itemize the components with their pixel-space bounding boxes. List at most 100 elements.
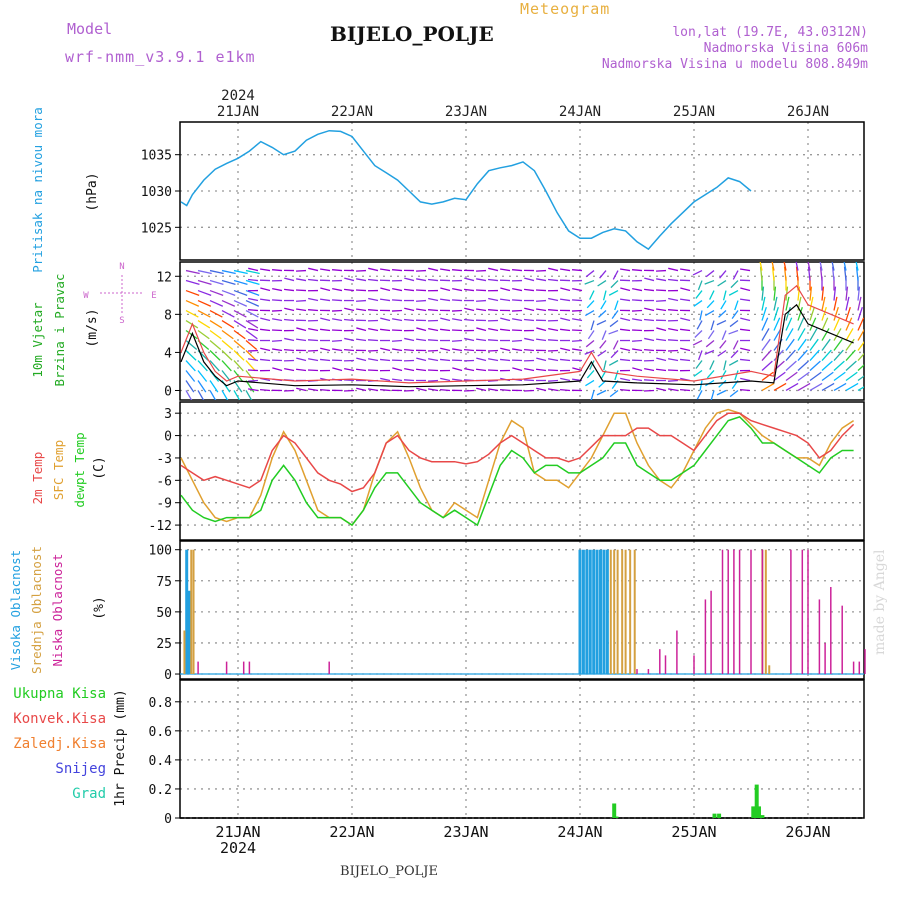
wind-arrow [809, 349, 820, 361]
wind-arrow [833, 307, 839, 321]
wind-arrow [734, 300, 739, 311]
wind-arrow [355, 269, 367, 272]
wind-arrow [415, 299, 427, 302]
wind-arrow [284, 337, 295, 342]
station-title: BIJELO_POLJE [330, 22, 494, 46]
top-day-label: 22JAN [331, 104, 373, 120]
wind-arrow [463, 348, 475, 352]
wind-arrow [572, 288, 583, 292]
wind-arrow [559, 328, 571, 332]
wind-arrow [667, 309, 679, 312]
wind-arrow [233, 309, 247, 318]
temp-ylabel-2: SFC Temp [51, 440, 66, 500]
wind-arrow [295, 289, 307, 292]
wind-arrow [380, 287, 391, 292]
precip-ytick-label: 0.6 [149, 725, 172, 740]
wind-arrow [451, 269, 463, 272]
wind-arrow [464, 367, 475, 372]
wind-arrow [451, 339, 463, 342]
wind-arrow [233, 390, 241, 400]
wind-arrow [668, 388, 679, 392]
temp-dewpt-line [180, 416, 854, 527]
wind-arrow [209, 269, 224, 275]
wind-arrow [693, 300, 703, 307]
wind-arrow [233, 340, 246, 351]
wind-arrow [668, 297, 679, 302]
wind-arrow [571, 309, 583, 312]
wind-arrow [809, 360, 821, 371]
wind-arrow [535, 289, 547, 292]
wind-arrow [320, 347, 331, 352]
pressure-ytick-label: 1030 [141, 185, 172, 200]
wind-arrow [693, 369, 703, 377]
wind-arrow [783, 262, 787, 271]
pressure-line [180, 129, 752, 251]
wind-arrow [857, 375, 864, 382]
wind-arrow [620, 317, 631, 322]
wind-arrow [440, 317, 451, 322]
wind-arrow [719, 270, 727, 279]
wind-speed-line [180, 303, 854, 388]
top-day-label: 26JAN [787, 104, 829, 120]
wind-arrow [720, 370, 727, 380]
wind-arrow [667, 349, 679, 352]
wind-arrow [331, 339, 343, 342]
wind-arrow [476, 387, 487, 392]
wind-arrow [259, 388, 271, 392]
wind-arrow [380, 298, 391, 302]
wind-arrow [631, 269, 643, 272]
wind-arrow [487, 309, 499, 312]
wind-arrow [379, 388, 391, 392]
wind-arrow [391, 339, 403, 342]
wind-arrow [819, 262, 823, 271]
wind-arrow [368, 327, 379, 332]
wind-arrow [427, 309, 439, 312]
wind-arrow [271, 299, 283, 302]
wind-arrow [452, 378, 463, 382]
wind-arrow [855, 262, 859, 271]
pressure-frame [179, 121, 865, 261]
wind-arrow [535, 368, 547, 372]
wind-arrow [783, 266, 787, 281]
wind-arrow [403, 348, 415, 352]
wind-arrow [247, 339, 259, 342]
wind-arrow [692, 269, 703, 276]
wind-arrow [475, 269, 487, 272]
legend-freezing: Zaledj.Kisa [13, 736, 106, 752]
precip-total-bar [760, 815, 765, 818]
wind-arrow [523, 389, 535, 392]
wind-arrow [260, 298, 271, 302]
wind-arrow [427, 278, 439, 282]
wind-arrow [809, 307, 815, 321]
wind-arrow [656, 338, 667, 342]
wind-arrow [696, 320, 703, 330]
wind-arrow [343, 389, 355, 392]
wind-arrow [245, 350, 257, 361]
wind-arrow [740, 347, 751, 352]
wind-arrow [380, 347, 391, 352]
wind-arrow [845, 360, 857, 371]
wind-arrow [403, 318, 415, 322]
wind-arrow [597, 349, 607, 357]
wind-arrow [487, 379, 499, 382]
wind-arrow [857, 364, 864, 371]
wind-arrow [487, 349, 499, 352]
wind-arrow [857, 317, 864, 331]
wind-arrow [185, 299, 200, 307]
wind-arrow [831, 262, 835, 271]
wind-arrow [245, 370, 256, 382]
wind-arrow [320, 287, 331, 292]
wind-arrow [644, 337, 655, 342]
wind-arrow [679, 358, 691, 362]
wind-arrow [428, 267, 439, 272]
wind-arrow [233, 329, 246, 340]
wind-arrow [560, 268, 571, 272]
wind-arrow [740, 298, 751, 302]
wind-arrow [319, 388, 331, 392]
wind-arrow [656, 308, 667, 312]
wind-arrow [620, 287, 631, 292]
wind-arrow [740, 317, 751, 322]
wind-arrow [248, 267, 259, 272]
wind-arrow [245, 309, 259, 318]
wind-gust-line [180, 284, 854, 384]
